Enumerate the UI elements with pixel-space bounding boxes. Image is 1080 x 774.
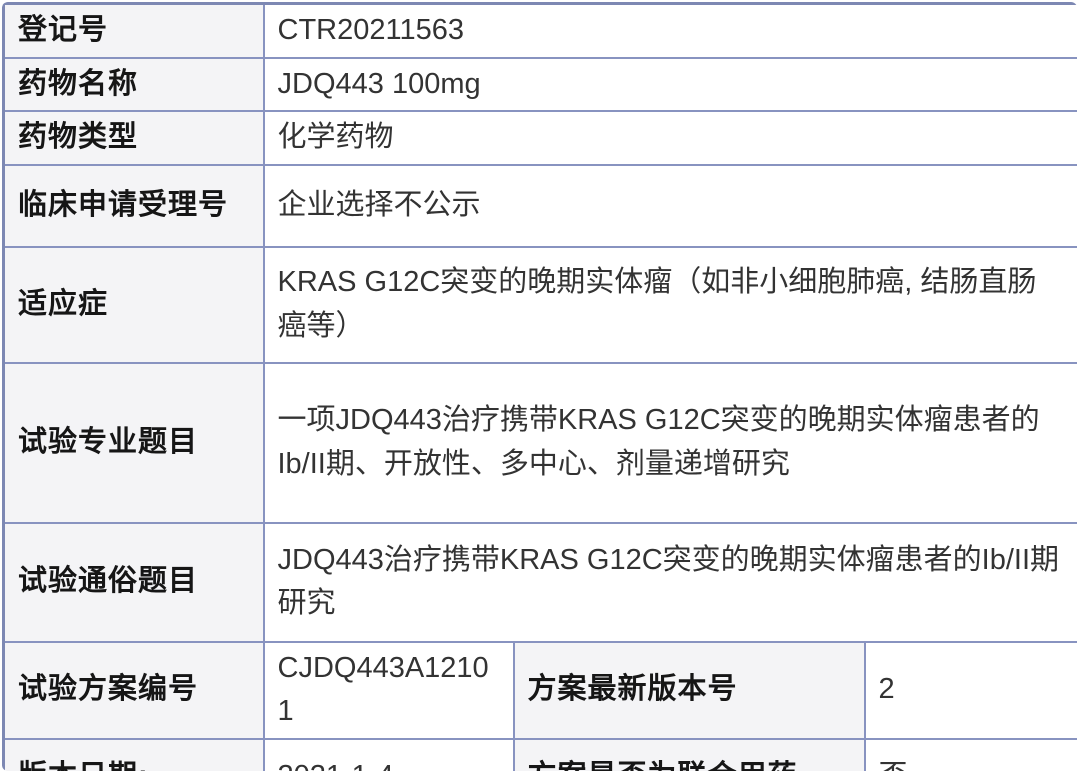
drug-type-label: 药物类型: [2, 110, 265, 166]
professional-title-label: 试验专业题目: [2, 361, 265, 524]
table-row-professional-title: 试验专业题目 一项JDQ443治疗携带KRAS G12C突变的晚期实体瘤患者的I…: [2, 361, 1077, 524]
table-row-version-date: 版本日期: 2021-1-4 方案是否为联合用药 否: [2, 737, 1077, 771]
public-title-label: 试验通俗题目: [2, 521, 265, 643]
application-acceptance-number-label: 临床申请受理号: [2, 163, 265, 248]
indication-label: 适应症: [2, 245, 265, 364]
drug-name-value: JDQ443 100mg: [262, 56, 1077, 112]
protocol-number-label: 试验方案编号: [2, 640, 265, 740]
public-title-value: JDQ443治疗携带KRAS G12C突变的晚期实体瘤患者的Ib/II期研究: [262, 521, 1077, 643]
combination-therapy-label: 方案是否为联合用药: [512, 737, 866, 771]
drug-name-label: 药物名称: [2, 56, 265, 112]
version-date-value: 2021-1-4: [262, 737, 515, 771]
table-row-protocol-number: 试验方案编号 CJDQ443A12101 方案最新版本号 2: [2, 640, 1077, 740]
table-row-application-acceptance-number: 临床申请受理号 企业选择不公示: [2, 163, 1077, 248]
table-row-registration-number: 登记号 CTR20211563: [2, 2, 1077, 59]
table-row-drug-name: 药物名称 JDQ443 100mg: [2, 56, 1077, 112]
latest-protocol-version-label: 方案最新版本号: [512, 640, 866, 740]
protocol-number-value: CJDQ443A12101: [262, 640, 515, 740]
indication-value: KRAS G12C突变的晚期实体瘤（如非小细胞肺癌, 结肠直肠癌等）: [262, 245, 1077, 364]
registration-number-label: 登记号: [2, 2, 265, 59]
application-acceptance-number-value: 企业选择不公示: [262, 163, 1077, 248]
professional-title-value: 一项JDQ443治疗携带KRAS G12C突变的晚期实体瘤患者的Ib/II期、开…: [262, 361, 1077, 524]
table-row-public-title: 试验通俗题目 JDQ443治疗携带KRAS G12C突变的晚期实体瘤患者的Ib/…: [2, 521, 1077, 643]
drug-type-value: 化学药物: [262, 110, 1077, 166]
latest-protocol-version-value: 2: [863, 640, 1077, 740]
table-row-drug-type: 药物类型 化学药物: [2, 110, 1077, 166]
table-row-indication: 适应症 KRAS G12C突变的晚期实体瘤（如非小细胞肺癌, 结肠直肠癌等）: [2, 245, 1077, 364]
registration-number-value: CTR20211563: [262, 2, 1077, 59]
combination-therapy-value: 否: [863, 737, 1077, 771]
version-date-label: 版本日期:: [2, 737, 265, 771]
